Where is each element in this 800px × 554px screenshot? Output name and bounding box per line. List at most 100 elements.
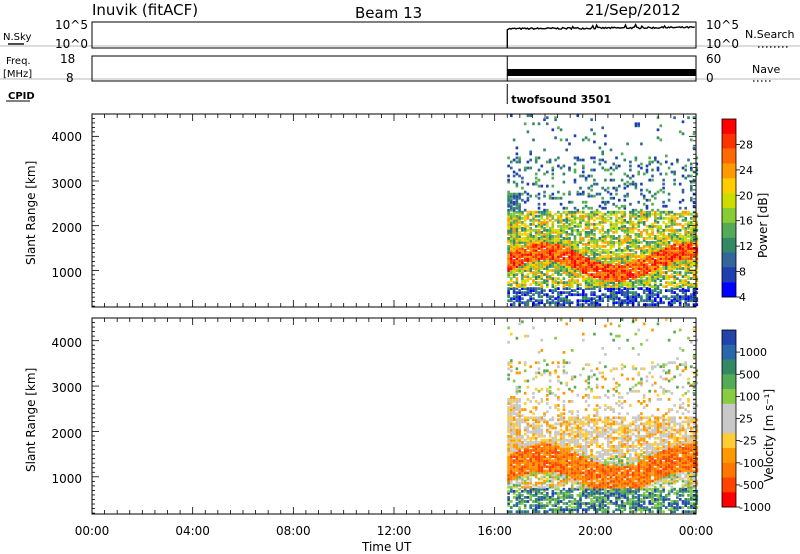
data-cell [562, 239, 566, 242]
data-cell [626, 267, 629, 270]
data-cell [667, 249, 671, 252]
data-cell [676, 259, 679, 262]
data-cell [510, 369, 513, 373]
data-cell [659, 255, 663, 258]
data-cell [512, 243, 516, 246]
data-cell [623, 269, 627, 272]
data-cell [690, 166, 693, 170]
data-cell [548, 508, 552, 512]
data-cell [512, 459, 516, 463]
data-cell [670, 232, 674, 236]
data-cell [565, 241, 568, 244]
data-cell [604, 377, 607, 381]
data-cell [546, 430, 549, 434]
data-cell [626, 440, 629, 444]
data-cell [565, 426, 568, 430]
data-cell [510, 440, 513, 444]
data-cell [629, 216, 632, 220]
data-cell [518, 389, 521, 393]
data-cell [593, 263, 596, 266]
data-cell [623, 438, 627, 442]
data-cell [559, 230, 563, 234]
data-cell [595, 430, 599, 434]
data-cell [640, 279, 643, 282]
data-cell [598, 455, 602, 458]
data-cell [565, 273, 568, 276]
data-cell [601, 218, 604, 222]
data-cell [526, 243, 530, 246]
data-cell [634, 247, 638, 250]
data-cell [559, 471, 563, 475]
data-cell [681, 263, 685, 266]
data-cell [576, 463, 580, 467]
data-cell [546, 263, 549, 266]
data-cell [570, 263, 574, 266]
data-cell [690, 237, 693, 240]
data-cell [612, 224, 615, 228]
data-cell [543, 259, 546, 262]
data-cell [640, 273, 643, 276]
data-cell [637, 218, 640, 222]
data-cell [554, 457, 557, 460]
data-cell [562, 351, 566, 354]
data-cell [507, 247, 510, 250]
data-cell [593, 332, 596, 336]
data-cell [512, 489, 516, 493]
data-cell [534, 508, 538, 512]
data-cell [570, 430, 574, 434]
data-cell [620, 489, 624, 493]
data-cell [609, 178, 613, 182]
data-cell [651, 293, 654, 297]
data-cell [554, 269, 557, 272]
data-cell [523, 190, 527, 194]
data-cell [662, 277, 665, 280]
data-cell [557, 445, 560, 448]
data-cell [659, 172, 663, 176]
freq-tick-top: 18 [60, 52, 75, 66]
data-cell [618, 473, 621, 477]
data-cell [640, 269, 643, 272]
data-cell [532, 473, 535, 477]
data-cell [526, 130, 530, 134]
data-cell [568, 142, 571, 146]
data-cell [606, 283, 610, 286]
data-cell [565, 442, 568, 446]
data-cell [601, 420, 604, 424]
data-cell [568, 255, 571, 258]
data-cell [523, 500, 527, 503]
data-cell [595, 432, 599, 436]
data-cell [521, 440, 524, 444]
data-cell [534, 263, 538, 266]
data-cell [595, 212, 599, 216]
data-cell [615, 367, 618, 371]
data-cell [568, 303, 571, 307]
data-cell [629, 506, 632, 509]
data-cell [587, 465, 591, 469]
data-cell [512, 469, 516, 473]
data-cell [651, 230, 654, 234]
data-cell [570, 500, 574, 503]
data-cell [568, 445, 571, 448]
data-cell [684, 230, 687, 234]
data-cell [687, 281, 690, 284]
data-cell [546, 116, 549, 120]
data-cell [587, 226, 591, 230]
data-cell [584, 471, 588, 475]
data-cell [559, 259, 563, 262]
data-cell [651, 222, 654, 226]
data-cell [670, 301, 674, 305]
data-cell [532, 445, 535, 448]
data-cell [532, 237, 535, 240]
data-cell [557, 228, 560, 232]
data-cell [629, 241, 632, 244]
data-cell [554, 459, 557, 463]
data-cell [559, 241, 563, 244]
data-cell [543, 479, 546, 483]
data-cell [562, 496, 566, 499]
freq-band [507, 69, 696, 76]
data-cell [618, 487, 621, 491]
data-cell [551, 230, 555, 234]
data-cell [573, 438, 577, 442]
data-cell [612, 281, 615, 284]
data-cell [687, 283, 690, 286]
